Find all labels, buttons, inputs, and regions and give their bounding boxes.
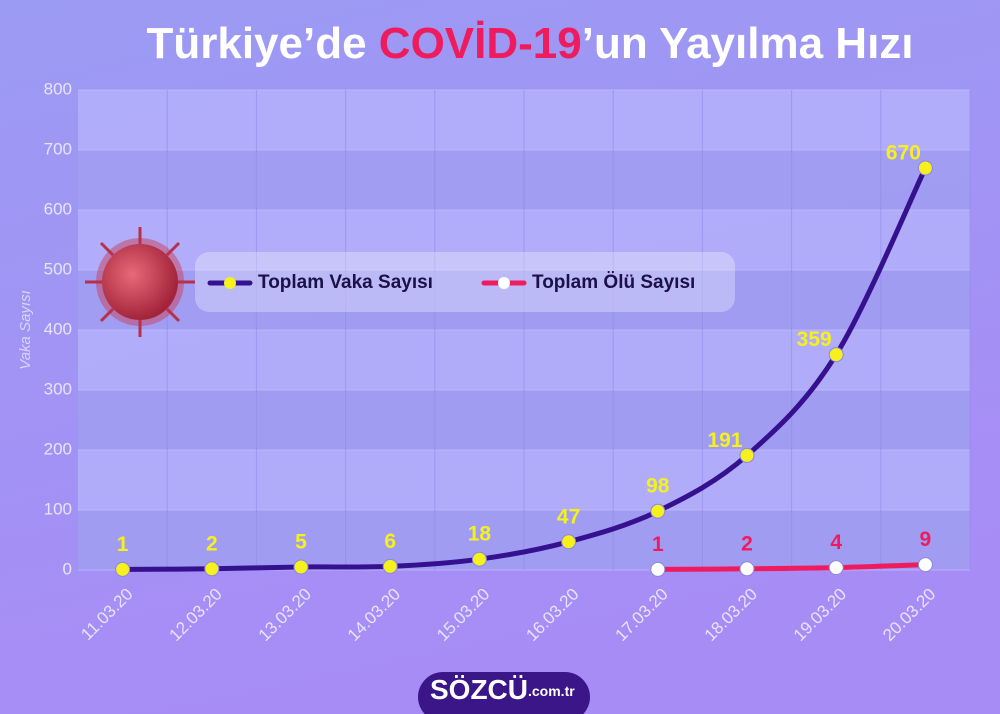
brand-suffix: .com.tr [528,683,575,699]
legend-marker [224,277,236,289]
y-tick-label: 700 [44,139,72,158]
marker [471,551,487,567]
marker [650,503,666,519]
data-label: 670 [886,142,921,165]
brand-badge [418,672,590,714]
chart-title: Türkiye’de COVİD-19’un Yayılma Hızı [146,19,913,68]
title-part: ’un Yayılma Hızı [582,19,914,68]
data-label: 47 [557,505,580,528]
data-label: 359 [797,328,832,351]
virus-icon [85,227,195,337]
y-tick-label: 0 [63,559,72,578]
data-label: 1 [652,533,664,556]
marker [382,558,398,574]
legend: Toplam Vaka Sayısı Toplam Ölü Sayısı [207,272,695,293]
data-label: 98 [646,475,670,498]
marker [917,160,933,176]
marker [204,561,220,577]
series-line [120,165,928,572]
y-tick-label: 300 [44,379,72,398]
legend-label: Toplam Ölü Sayısı [532,272,695,293]
series-line [655,562,928,572]
data-label: 191 [707,429,742,452]
plot: 1 2 5 6 18 47 98 191 359 670 1 2 4 9 [115,142,933,577]
y-axis-label: Vaka Sayısı [17,290,34,369]
marker [739,561,755,577]
legend-label: Toplam Vaka Sayısı [258,272,433,293]
marker [828,560,844,576]
marker [739,447,755,463]
data-label: 5 [295,531,307,554]
data-label: 18 [468,523,492,546]
legend-marker [498,277,510,289]
title-highlight: COVİD-19 [379,19,582,68]
data-label: 2 [741,532,753,555]
data-label: 4 [830,531,842,554]
marker [650,561,666,577]
marker [293,559,309,575]
marker [561,534,577,550]
data-label: 9 [920,528,932,551]
data-label: 6 [384,530,396,553]
title-part: Türkiye’de [146,19,378,68]
y-tick-label: 500 [44,259,72,278]
marker [828,347,844,363]
data-label: 2 [206,532,218,555]
brand-name: SÖZCÜ [430,674,528,705]
y-tick-label: 200 [44,439,72,458]
marker [115,561,131,577]
marker [917,557,933,573]
y-tick-label: 800 [44,79,72,98]
y-tick-label: 400 [44,319,72,338]
data-label: 1 [117,533,129,556]
legend-box [195,252,735,312]
y-tick-label: 100 [44,499,72,518]
y-tick-label: 600 [44,199,72,218]
brand: SÖZCÜ.com.tr [430,674,575,705]
